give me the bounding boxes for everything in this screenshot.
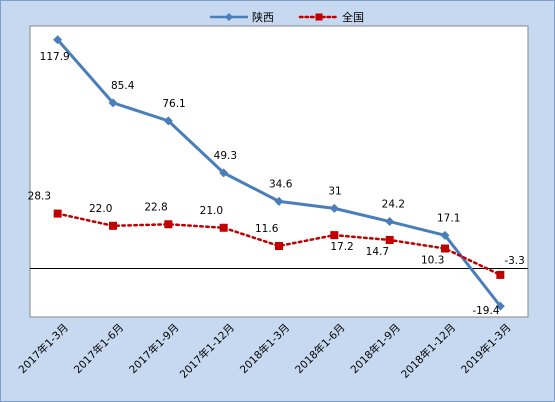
data-label: 10.3 (421, 255, 444, 267)
data-label: 17.1 (437, 212, 460, 224)
series-layer: 117.9 85.4 76.1 49.3 34.6 31 24.2 17.1 -19.4 28.3… (28, 35, 525, 317)
data-label: 11.6 (255, 223, 279, 235)
data-label: 14.7 (366, 246, 389, 258)
legend-diamond-marker (225, 13, 233, 21)
data-point-diamond (329, 203, 339, 213)
data-label: 49.3 (214, 150, 237, 162)
data-label: 117.9 (40, 51, 70, 63)
legend-item-0: 陕西 (210, 10, 274, 24)
data-label: -3.3 (504, 255, 525, 267)
legend-label: 全国 (342, 10, 364, 24)
data-point-square (385, 235, 394, 244)
data-point-diamond (495, 301, 505, 311)
data-point-square (496, 270, 505, 279)
data-label: 31 (328, 185, 341, 197)
data-point-diamond (440, 230, 450, 240)
data-point-square (53, 209, 62, 218)
series-1: 28.3 22.0 22.8 21.0 11.6 17.2 14.7 10.3 -3.3 (28, 191, 525, 279)
series-0: 117.9 85.4 76.1 49.3 34.6 31 24.2 17.1 -19.4 (40, 35, 505, 317)
data-point-diamond (274, 196, 284, 206)
data-label: 22.8 (144, 201, 167, 213)
data-point-square (164, 220, 173, 229)
data-label: 22.0 (89, 203, 112, 215)
data-point-square (219, 223, 228, 232)
x-tick-label: 2018年1-9月 (348, 321, 403, 376)
data-label: 24.2 (382, 199, 405, 211)
plot-area (29, 25, 529, 318)
legend: 陕西 全国 (210, 10, 364, 24)
data-point-diamond (108, 98, 118, 108)
x-tick-label: 2017年1-6月 (71, 321, 126, 376)
x-tick-label: 2018年1-3月 (237, 321, 292, 376)
x-tick-label: 2017年1-12月 (177, 321, 237, 381)
data-point-square (441, 244, 449, 253)
data-label: 21.0 (200, 205, 223, 217)
data-point-square (109, 221, 117, 230)
data-point-diamond (163, 116, 173, 126)
x-tick-label: 2017年1-3月 (16, 321, 71, 376)
data-point-diamond (385, 217, 395, 227)
data-point-diamond (219, 168, 229, 178)
data-point-square (330, 231, 339, 240)
x-tick-label: 2018年1-12月 (398, 321, 458, 381)
x-tick-label: 2018年1-6月 (292, 321, 347, 376)
x-tick-label: 2017年1-9月 (126, 321, 181, 376)
data-label: 76.1 (162, 98, 185, 110)
legend-square-marker (315, 13, 323, 21)
legend-label: 陕西 (252, 10, 274, 24)
data-point-square (275, 241, 283, 250)
data-label: 34.6 (269, 178, 293, 190)
data-label: 85.4 (111, 80, 135, 92)
legend-item-1: 全国 (298, 10, 364, 24)
data-label: -19.4 (472, 305, 499, 317)
data-point-diamond (53, 35, 63, 45)
data-label: 17.2 (330, 241, 353, 253)
x-tick-label: 2019年1-3月 (458, 321, 513, 376)
data-label: 28.3 (28, 191, 51, 203)
